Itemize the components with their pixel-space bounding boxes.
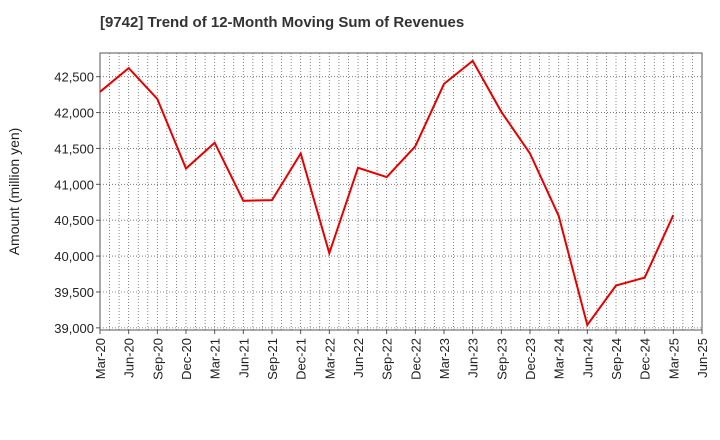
y-tick-label: 41,000 — [54, 177, 94, 192]
x-tick-label: Mar-20 — [93, 338, 108, 379]
y-tick-label: 41,500 — [54, 141, 94, 156]
x-tick-label: Sep-22 — [380, 338, 395, 380]
x-tick-label: Jun-20 — [122, 338, 137, 378]
x-tick-label: Sep-24 — [609, 338, 624, 380]
x-tick-label: Mar-22 — [322, 338, 337, 379]
y-tick-label: 42,000 — [54, 106, 94, 121]
x-tick-label: Jun-22 — [351, 338, 366, 378]
x-tick-label: Dec-20 — [179, 338, 194, 380]
y-tick-label: 42,500 — [54, 70, 94, 85]
x-tick-label: Dec-22 — [408, 338, 423, 380]
line-layer — [99, 59, 675, 328]
chart-title: [9742] Trend of 12-Month Moving Sum of R… — [100, 14, 465, 31]
x-tick-label: Jun-24 — [580, 338, 595, 378]
y-tick-label: 40,500 — [54, 213, 94, 228]
x-tick-label: Dec-23 — [523, 338, 538, 380]
y-tick-label: 39,500 — [54, 285, 94, 300]
tick-layer: 39,000 39,500 40,000 40,500 41,000 41,500 42,0… — [54, 70, 710, 380]
grid-layer — [100, 53, 702, 330]
y-axis-title: Amount (million yen) — [6, 128, 22, 256]
x-tick-label: Sep-23 — [494, 338, 509, 380]
x-tick-label: Sep-20 — [150, 338, 165, 380]
plot-frame — [99, 52, 703, 331]
x-tick-label: Jun-21 — [236, 338, 251, 378]
series-line — [99, 59, 675, 328]
x-tick-label: Jun-25 — [695, 338, 710, 378]
x-tick-label: Mar-24 — [552, 338, 567, 379]
x-tick-label: Mar-23 — [437, 338, 452, 379]
x-tick-label: Dec-24 — [638, 338, 653, 380]
x-tick-label: Mar-21 — [208, 338, 223, 379]
y-tick-label: 39,000 — [54, 321, 94, 336]
y-tick-label: 40,000 — [54, 249, 94, 264]
x-tick-label: Dec-21 — [294, 338, 309, 380]
x-tick-label: Sep-21 — [265, 338, 280, 380]
x-tick-label: Jun-23 — [466, 338, 481, 378]
x-tick-label: Mar-25 — [666, 338, 681, 379]
